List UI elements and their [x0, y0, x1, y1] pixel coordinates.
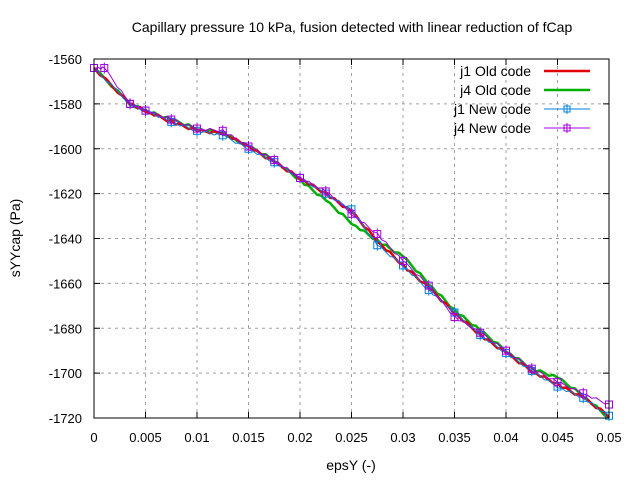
- y-tick-label: -1720: [49, 411, 82, 426]
- x-tick-labels: 0 0.005 0.01 0.015 0.02 0.025 0.03 0.035 0.04 0.0…: [90, 430, 621, 445]
- x-tick-label: 0.03: [390, 430, 415, 445]
- legend-label: j4 Old code: [459, 82, 531, 98]
- chart-title: Capillary pressure 10 kPa, fusion detect…: [132, 19, 573, 35]
- x-tick-label: 0.015: [232, 430, 265, 445]
- y-axis-label: sYYcap (Pa): [7, 199, 23, 278]
- x-tick-label: 0.05: [596, 430, 621, 445]
- y-tick-label: -1600: [49, 142, 82, 157]
- y-tick-label: -1580: [49, 97, 82, 112]
- ticks: [93, 58, 610, 419]
- legend-label: j1 New code: [453, 101, 531, 117]
- x-tick-label: 0.035: [438, 430, 471, 445]
- x-tick-label: 0.025: [335, 430, 368, 445]
- y-tick-label: -1640: [49, 232, 82, 247]
- y-tick-label: -1620: [49, 187, 82, 202]
- y-tick-label: -1560: [49, 52, 82, 67]
- series-line-j4-new-code: [93, 66, 610, 405]
- legend: j1 Old code j4 Old code j1 New code j4 New …: [453, 63, 590, 136]
- x-tick-label: 0.02: [287, 430, 312, 445]
- legend-label: j4 New code: [453, 120, 531, 136]
- grid: [94, 59, 609, 418]
- x-tick-label: 0.045: [541, 430, 574, 445]
- legend-label: j1 Old code: [459, 63, 531, 79]
- x-tick-label: 0.005: [129, 430, 162, 445]
- x-tick-label: 0.04: [493, 430, 518, 445]
- series-layer: [90, 62, 613, 422]
- x-tick-label: 0: [90, 430, 97, 445]
- y-tick-label: -1700: [49, 366, 82, 381]
- y-tick-label: -1660: [49, 276, 82, 291]
- x-axis-label: epsY (-): [326, 457, 376, 473]
- x-tick-label: 0.01: [184, 430, 209, 445]
- y-tick-label: -1680: [49, 321, 82, 336]
- y-tick-labels: -1560 -1580 -1600 -1620 -1640 -1660 -1680 -1700…: [49, 52, 82, 426]
